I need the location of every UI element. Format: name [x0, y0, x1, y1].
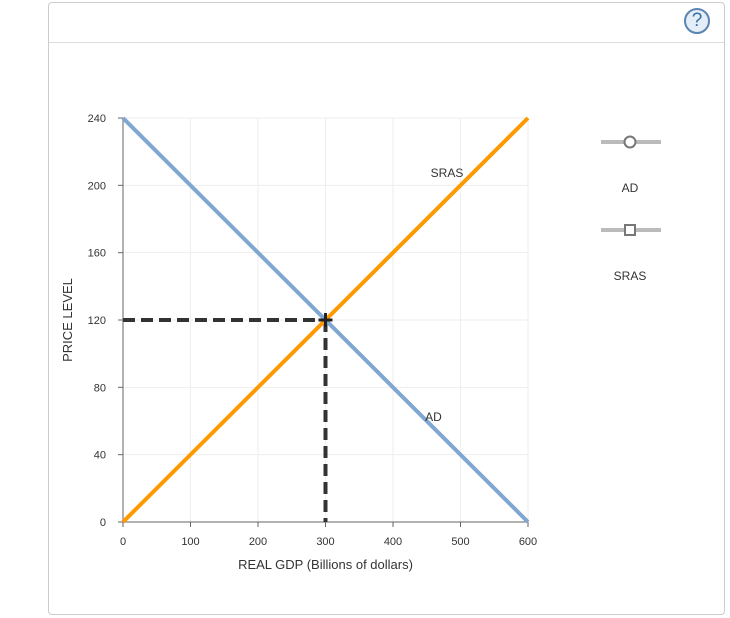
y-tick-label: 40 — [94, 450, 106, 462]
y-tick-label: 160 — [88, 248, 106, 260]
y-tick-label: 120 — [88, 315, 106, 327]
y-tick-label: 80 — [94, 382, 106, 394]
x-axis-label: REAL GDP (Billions of dollars) — [238, 557, 413, 572]
legend-label-sras: SRAS — [614, 269, 647, 283]
help-button[interactable]: ? — [684, 8, 710, 34]
y-tick-label: 200 — [88, 180, 106, 192]
x-tick-label: 0 — [120, 536, 126, 548]
legend-square-icon[interactable] — [624, 224, 636, 236]
panel-header: ? — [49, 3, 724, 43]
graph-panel: ? — [48, 2, 725, 615]
y-tick-label: 0 — [100, 517, 106, 529]
x-tick-label: 400 — [384, 536, 402, 548]
equilibrium-point-crosshair[interactable] — [318, 313, 333, 327]
curve-label-ad: AD — [425, 410, 442, 424]
y-axis-label: PRICE LEVEL — [60, 278, 75, 362]
x-tick-label: 200 — [249, 536, 267, 548]
x-tick-label: 600 — [519, 536, 537, 548]
x-tick-label: 300 — [316, 536, 334, 548]
legend-label-ad: AD — [622, 181, 639, 195]
x-tick-label: 500 — [451, 536, 469, 548]
legend-circle-icon[interactable] — [623, 135, 637, 149]
y-tick-label: 240 — [88, 113, 106, 125]
x-tick-label: 100 — [181, 536, 199, 548]
curve-label-sras: SRAS — [431, 166, 464, 180]
